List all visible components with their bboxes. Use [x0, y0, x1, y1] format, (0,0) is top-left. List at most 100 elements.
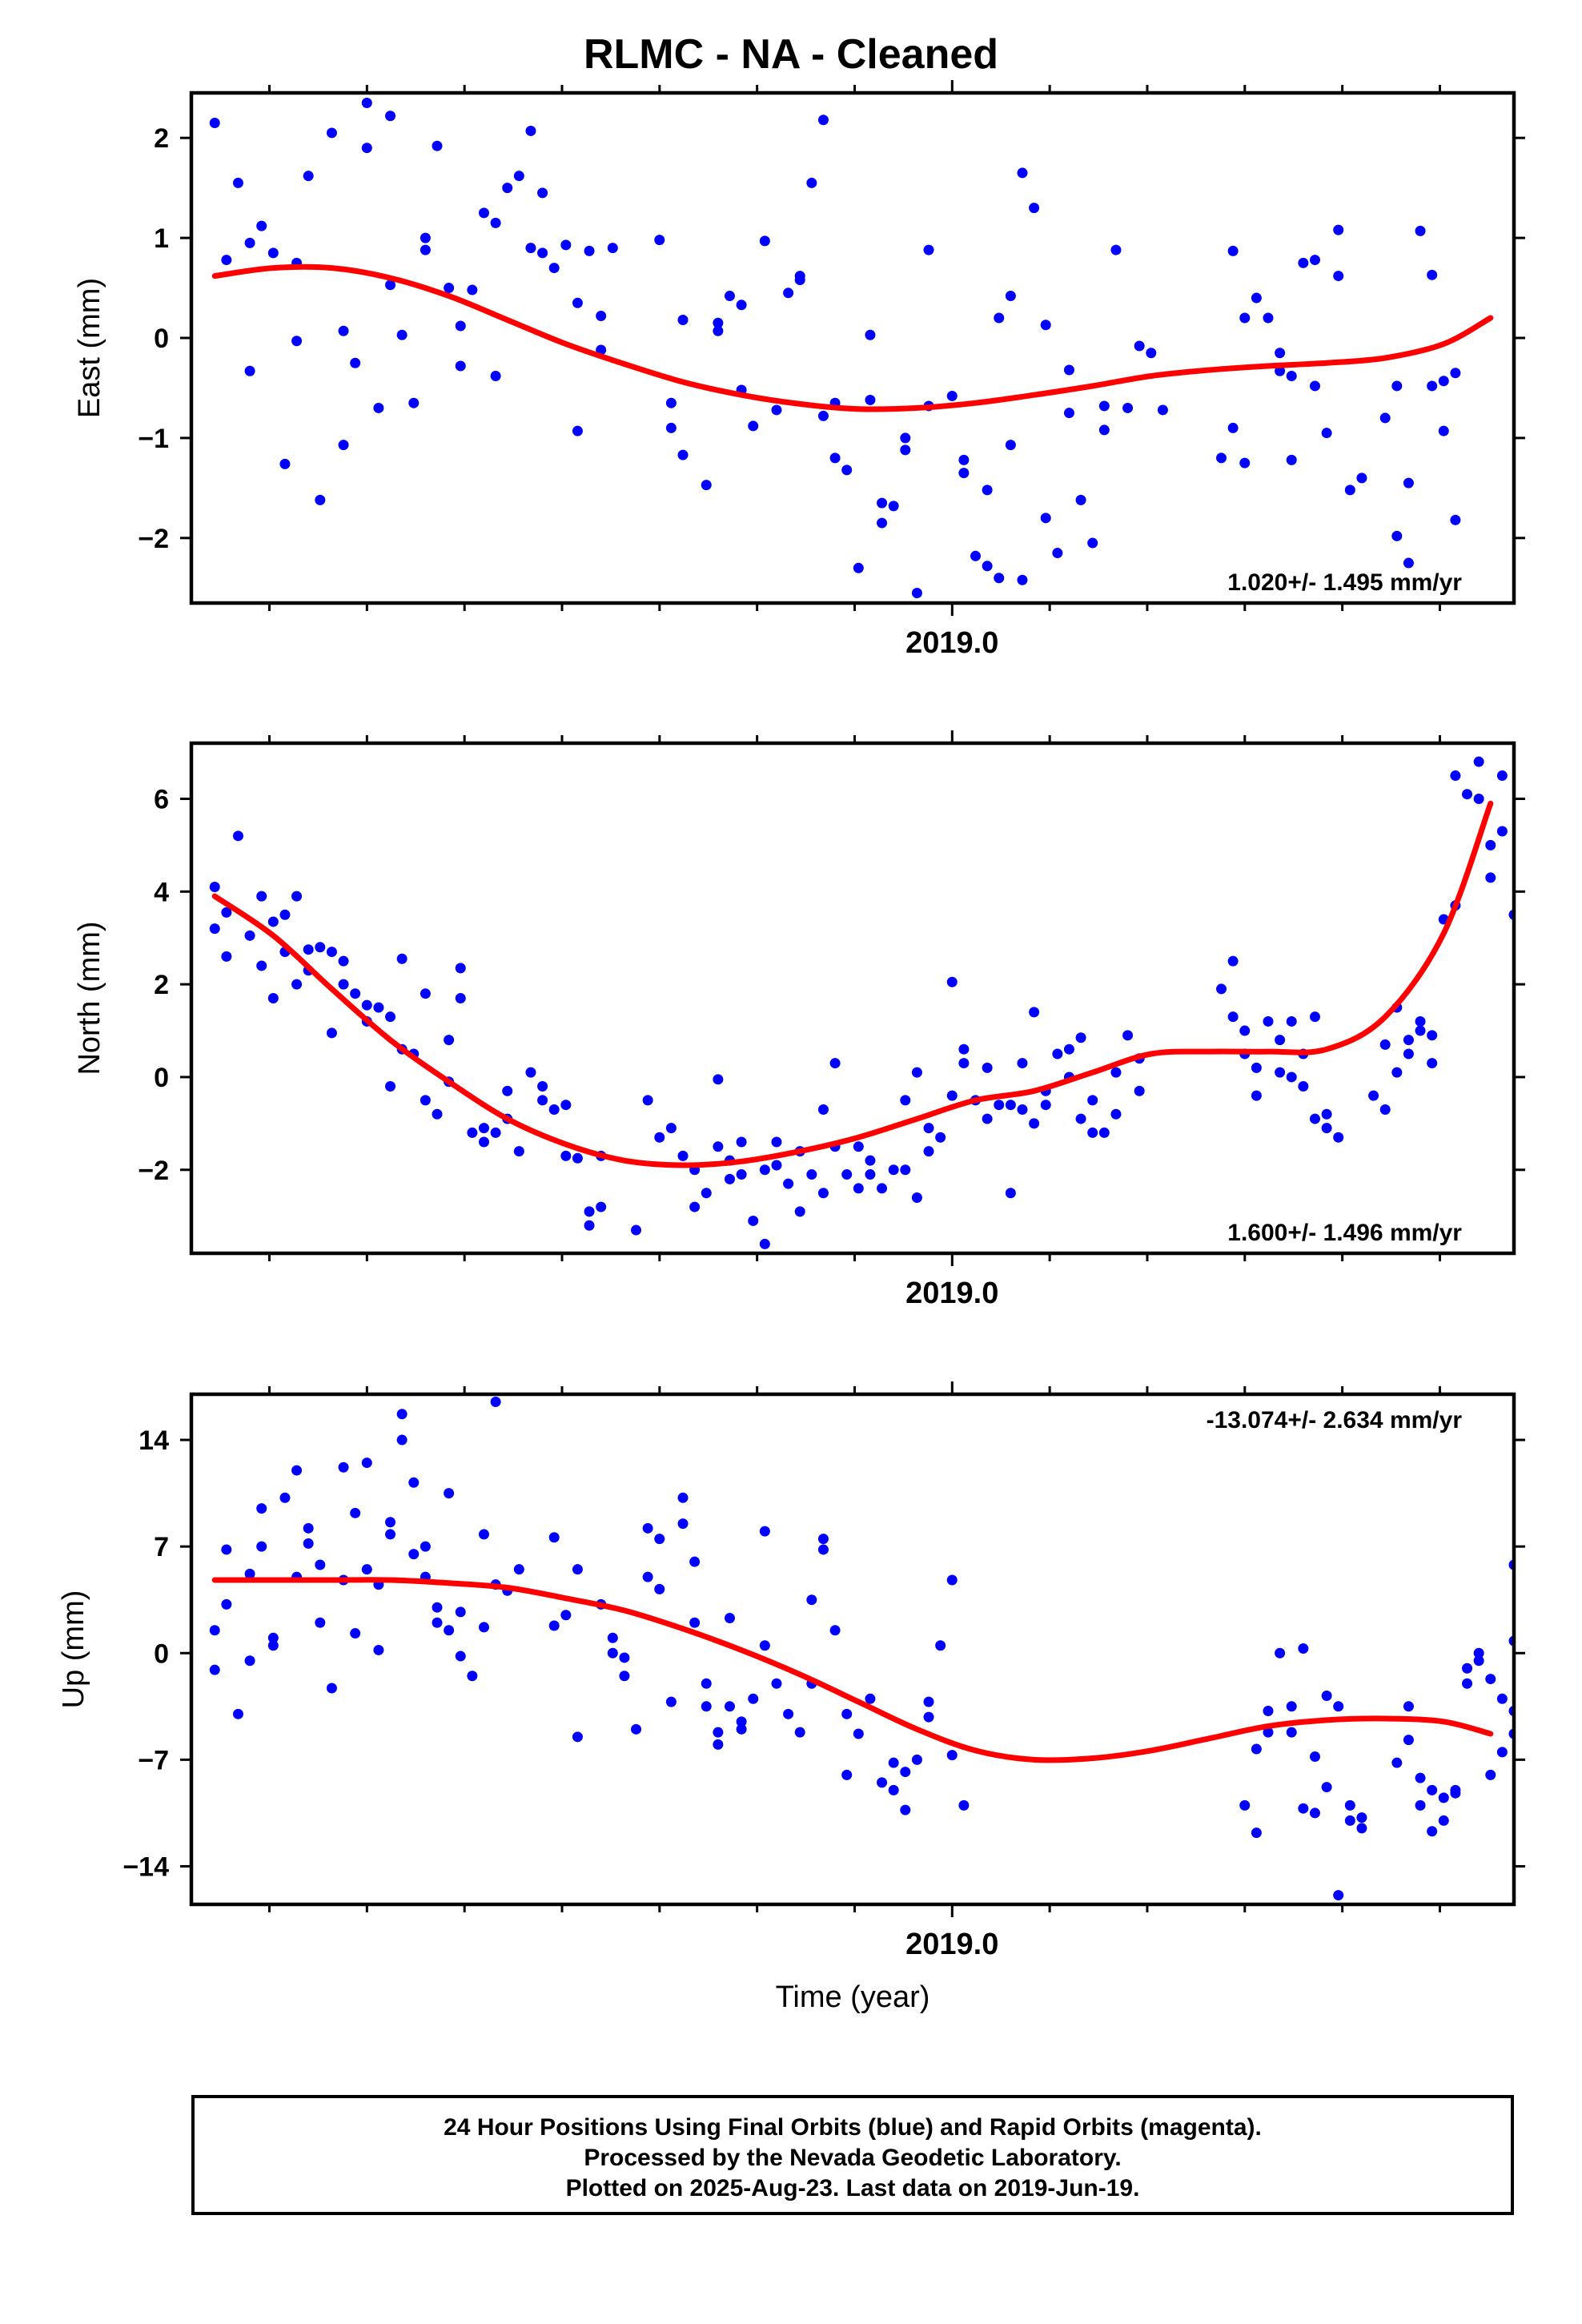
north-data-point — [982, 1062, 993, 1073]
east-data-point — [794, 275, 805, 286]
east-data-point — [315, 494, 326, 505]
north-data-point — [1227, 955, 1239, 967]
north-data-point — [654, 1132, 665, 1143]
north-ytick-label: 4 — [154, 877, 169, 907]
east-data-point — [1087, 537, 1098, 549]
up-data-point — [408, 1477, 420, 1488]
north-fit-line — [211, 800, 1494, 1168]
north-data-point — [244, 930, 255, 941]
north-data-point — [1379, 1104, 1391, 1115]
north-data-point — [923, 1123, 934, 1134]
up-data-point — [267, 1640, 279, 1651]
up-data-point — [361, 1458, 372, 1469]
north-ytick-label: 0 — [154, 1063, 169, 1093]
north-data-point — [396, 953, 408, 964]
east-data-point — [1450, 514, 1461, 525]
up-data-point — [1309, 1751, 1320, 1763]
up-data-point — [1239, 1799, 1251, 1811]
north-data-point — [338, 955, 349, 967]
up-data-point — [748, 1693, 759, 1704]
north-ylabel: North (mm) — [73, 921, 106, 1075]
up-data-point — [817, 1534, 829, 1545]
up-data-point — [279, 1492, 291, 1503]
up-data-point — [373, 1644, 384, 1655]
up-data-point — [267, 1632, 279, 1643]
up-data-point — [642, 1571, 653, 1582]
footer-line-1: 24 Hour Positions Using Final Orbits (bl… — [444, 2114, 1262, 2141]
up-data-point — [642, 1522, 653, 1534]
up-data-point — [338, 1462, 349, 1473]
north-data-point — [1496, 770, 1508, 782]
east-ytick-label: 0 — [154, 324, 169, 354]
east-data-point — [877, 517, 888, 529]
north-data-point — [560, 1100, 572, 1111]
north-data-point — [502, 1085, 513, 1096]
east-data-point — [1075, 494, 1086, 505]
east-data-point — [783, 287, 794, 299]
east-data-point — [244, 365, 255, 376]
east-data-point — [1005, 440, 1016, 451]
east-data-point — [350, 357, 361, 368]
east-data-point — [572, 425, 583, 436]
east-data-point — [1415, 225, 1426, 236]
up-data-point — [291, 1465, 303, 1476]
up-data-point — [315, 1617, 326, 1628]
north-data-point — [817, 1104, 829, 1115]
east-data-point — [958, 454, 970, 465]
north-data-point — [444, 1035, 455, 1046]
north-data-point — [713, 1074, 724, 1085]
north-data-point — [279, 909, 291, 920]
north-data-point — [1485, 839, 1496, 850]
north-panel: 6 4 2 0 −2 2019.0 North (mm) 1.600+/- 1.496 mm/… — [73, 730, 1525, 1310]
north-data-point — [584, 1206, 595, 1217]
up-data-point — [1427, 1826, 1438, 1837]
east-data-point — [1427, 380, 1438, 392]
north-data-point — [1368, 1090, 1379, 1101]
up-data-point — [467, 1671, 478, 1682]
up-data-point — [677, 1492, 689, 1503]
east-data-point — [771, 404, 782, 416]
up-data-point — [654, 1583, 665, 1594]
east-data-point — [759, 235, 770, 247]
up-data-point — [759, 1526, 770, 1537]
east-data-point — [1040, 513, 1051, 524]
east-data-point — [1063, 408, 1074, 419]
east-data-point — [385, 111, 396, 122]
east-data-point — [361, 143, 372, 154]
up-data-point — [1251, 1827, 1262, 1839]
up-data-point — [478, 1529, 489, 1540]
up-data-point — [1275, 1647, 1286, 1659]
up-data-point — [1450, 1784, 1461, 1795]
up-data-point — [1344, 1799, 1355, 1811]
east-data-point — [1239, 457, 1251, 468]
up-data-point — [724, 1613, 735, 1624]
up-data-point — [946, 1574, 958, 1586]
east-data-point — [736, 300, 747, 311]
north-data-point — [994, 1100, 1005, 1111]
up-data-point — [654, 1534, 665, 1545]
north-data-point — [1286, 1072, 1297, 1083]
up-data-point — [1391, 1757, 1403, 1768]
north-data-point — [1098, 1127, 1110, 1138]
up-data-point — [221, 1598, 232, 1610]
east-data-point — [888, 501, 899, 512]
north-data-point — [1321, 1123, 1332, 1134]
north-data-point — [326, 947, 337, 958]
east-data-point — [1227, 422, 1239, 433]
east-data-point — [232, 177, 243, 188]
up-data-point — [689, 1556, 701, 1567]
north-xtick-label: 2019.0 — [905, 1277, 998, 1310]
north-data-point — [537, 1095, 548, 1106]
up-data-point — [350, 1507, 361, 1518]
up-data-point — [315, 1559, 326, 1570]
east-data-point — [1017, 574, 1028, 585]
east-data-point — [1275, 365, 1286, 376]
east-data-point — [1251, 292, 1262, 304]
east-data-point — [1098, 424, 1110, 436]
east-ytick-label: 2 — [154, 123, 169, 154]
up-data-point — [256, 1541, 267, 1552]
north-data-point — [1450, 770, 1461, 782]
north-data-point — [1462, 789, 1473, 800]
north-data-point — [701, 1188, 712, 1199]
east-data-point — [958, 468, 970, 479]
